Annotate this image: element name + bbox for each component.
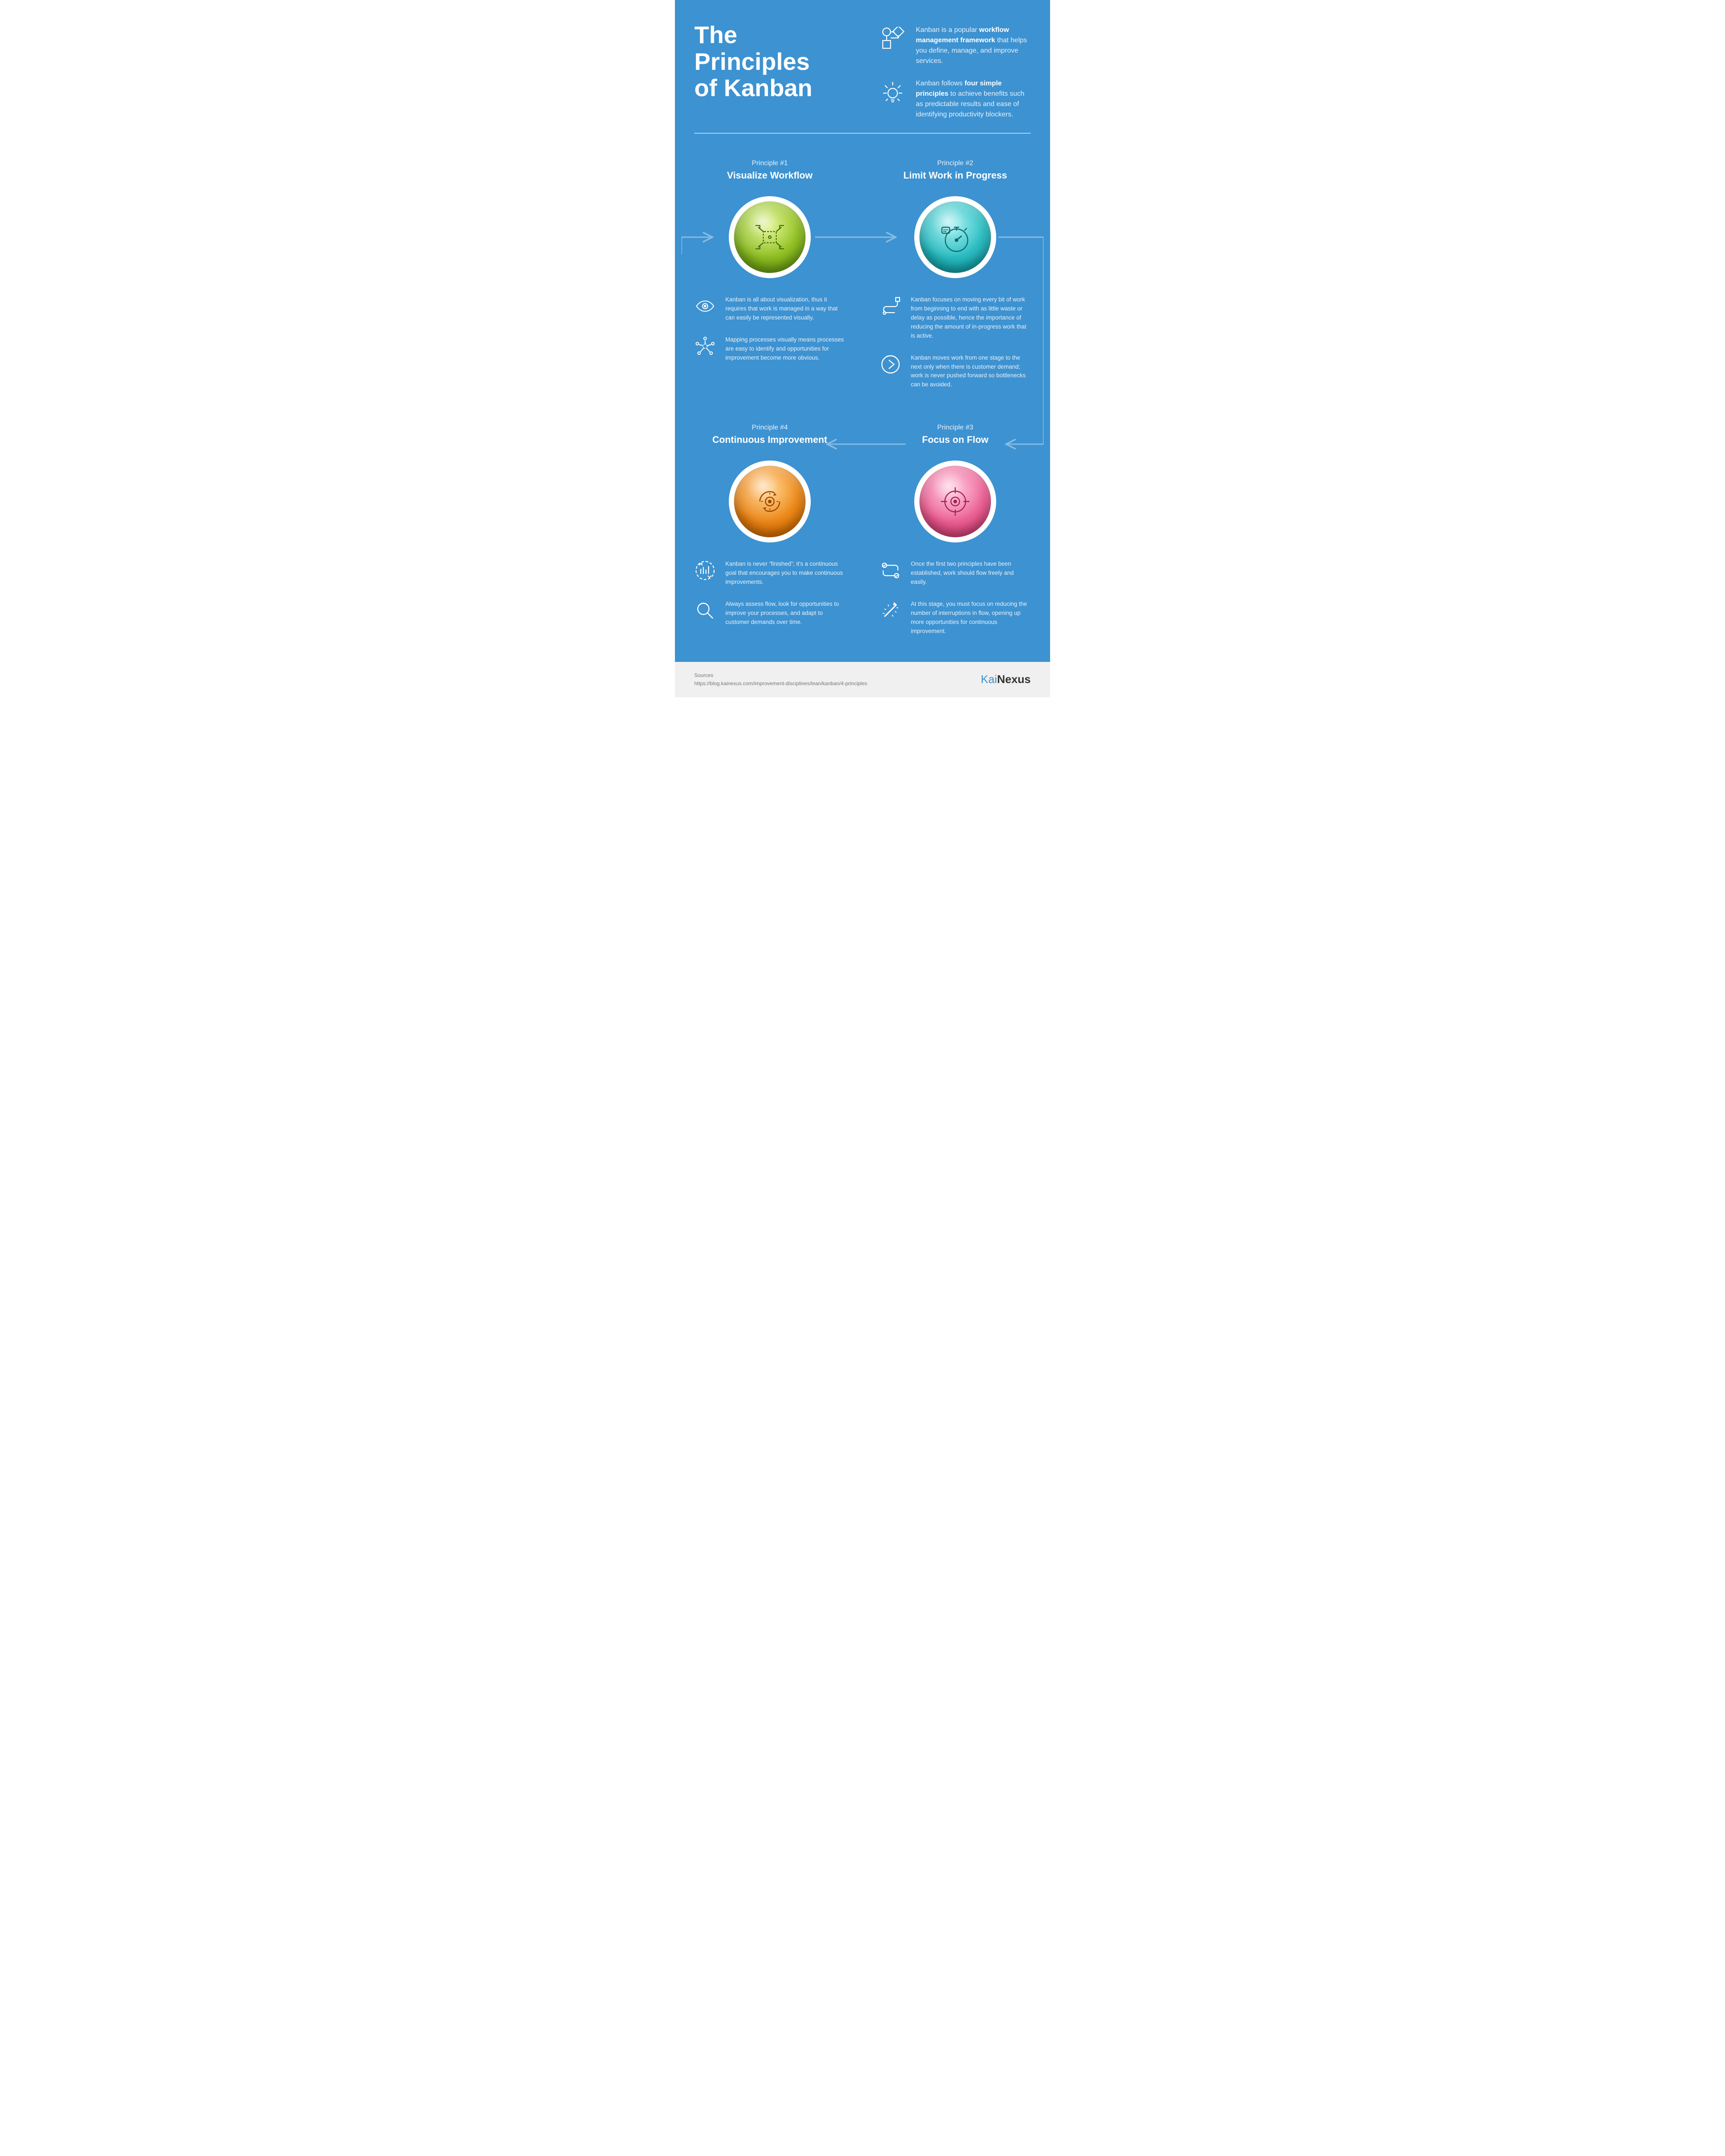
sources-url: https://blog.kainexus.com/improvement-di… — [694, 680, 867, 688]
bullets: Once the first two principles have been … — [880, 560, 1031, 636]
medallion — [914, 461, 996, 542]
target-icon — [914, 461, 996, 542]
bullet: Mapping processes visually means process… — [694, 335, 845, 363]
sources-label: Sources — [694, 671, 867, 680]
logo-part-1: Kai — [981, 673, 997, 686]
bullets: Kanban is all about visualization, thus … — [694, 295, 845, 363]
principle-title: Visualize Workflow — [694, 170, 845, 181]
principle-label: Principle #3 — [880, 424, 1031, 432]
spark-icon — [880, 600, 901, 621]
principle-label: Principle #2 — [880, 160, 1031, 167]
principle-4: Principle #4 Continuous Improvement Kanb… — [694, 424, 845, 636]
network-icon — [694, 335, 716, 357]
next-icon — [880, 354, 901, 375]
footer: Sources https://blog.kainexus.com/improv… — [675, 662, 1050, 697]
intro-item: Kanban is a popular workflow management … — [879, 25, 1031, 66]
route-icon — [880, 295, 901, 317]
bullet: Kanban focuses on moving every bit of wo… — [880, 295, 1031, 341]
bullet-text: Mapping processes visually means process… — [725, 335, 845, 363]
header: ThePrinciplesof Kanban Kanban is a popul… — [694, 22, 1031, 120]
intro-item: Kanban follows four simple principles to… — [879, 78, 1031, 120]
cycle-icon — [729, 461, 811, 542]
title-block: ThePrinciplesof Kanban — [694, 22, 862, 120]
intro-text: Kanban is a popular workflow management … — [916, 25, 1031, 66]
bulb-icon — [879, 78, 906, 106]
bullet: Kanban is all about visualization, thus … — [694, 295, 845, 323]
visualize-icon — [729, 196, 811, 278]
principle-label: Principle #1 — [694, 160, 845, 167]
growth-icon — [694, 560, 716, 581]
main-panel: ThePrinciplesof Kanban Kanban is a popul… — [675, 0, 1050, 662]
sources: Sources https://blog.kainexus.com/improv… — [694, 671, 867, 688]
principle-1: Principle #1 Visualize Workflow Kanban i… — [694, 160, 845, 389]
bullet-text: Once the first two principles have been … — [911, 560, 1031, 587]
bullet-text: Always assess flow, look for opportuniti… — [725, 600, 845, 627]
bullet: Kanban is never “finished”; it's a conti… — [694, 560, 845, 587]
bullet-text: Kanban is never “finished”; it's a conti… — [725, 560, 845, 587]
bullet-text: Kanban is all about visualization, thus … — [725, 295, 845, 323]
intro-text: Kanban follows four simple principles to… — [916, 78, 1031, 120]
divider — [694, 133, 1031, 134]
brand-logo: KaiNexus — [981, 673, 1031, 686]
principle-label: Principle #4 — [694, 424, 845, 432]
bullet-text: Kanban focuses on moving every bit of wo… — [911, 295, 1031, 341]
medallion — [729, 196, 811, 278]
principle-3: Principle #3 Focus on Flow Once the firs… — [880, 424, 1031, 636]
eye-icon — [694, 295, 716, 317]
bullets: Kanban focuses on moving every bit of wo… — [880, 295, 1031, 389]
principles-grid: Principle #1 Visualize Workflow Kanban i… — [694, 160, 1031, 636]
bullet: Kanban moves work from one stage to the … — [880, 354, 1031, 390]
medallion — [729, 461, 811, 542]
stopwatch-icon — [914, 196, 996, 278]
bullet: Always assess flow, look for opportuniti… — [694, 600, 845, 627]
intro-block: Kanban is a popular workflow management … — [879, 22, 1031, 120]
magnify-icon — [694, 600, 716, 621]
logo-part-2: Nexus — [997, 673, 1031, 686]
bullet: At this stage, you must focus on reducin… — [880, 600, 1031, 636]
principle-title: Focus on Flow — [880, 434, 1031, 445]
principle-2: Principle #2 Limit Work in Progress Kanb… — [880, 160, 1031, 389]
checks-icon — [880, 560, 901, 581]
bullets: Kanban is never “finished”; it's a conti… — [694, 560, 845, 627]
bullet-text: At this stage, you must focus on reducin… — [911, 600, 1031, 636]
shapes-icon — [879, 25, 906, 53]
principle-title: Continuous Improvement — [694, 434, 845, 445]
page-title: ThePrinciplesof Kanban — [694, 22, 862, 101]
bullet: Once the first two principles have been … — [880, 560, 1031, 587]
bullet-text: Kanban moves work from one stage to the … — [911, 354, 1031, 390]
principle-title: Limit Work in Progress — [880, 170, 1031, 181]
page: ThePrinciplesof Kanban Kanban is a popul… — [675, 0, 1050, 697]
medallion — [914, 196, 996, 278]
